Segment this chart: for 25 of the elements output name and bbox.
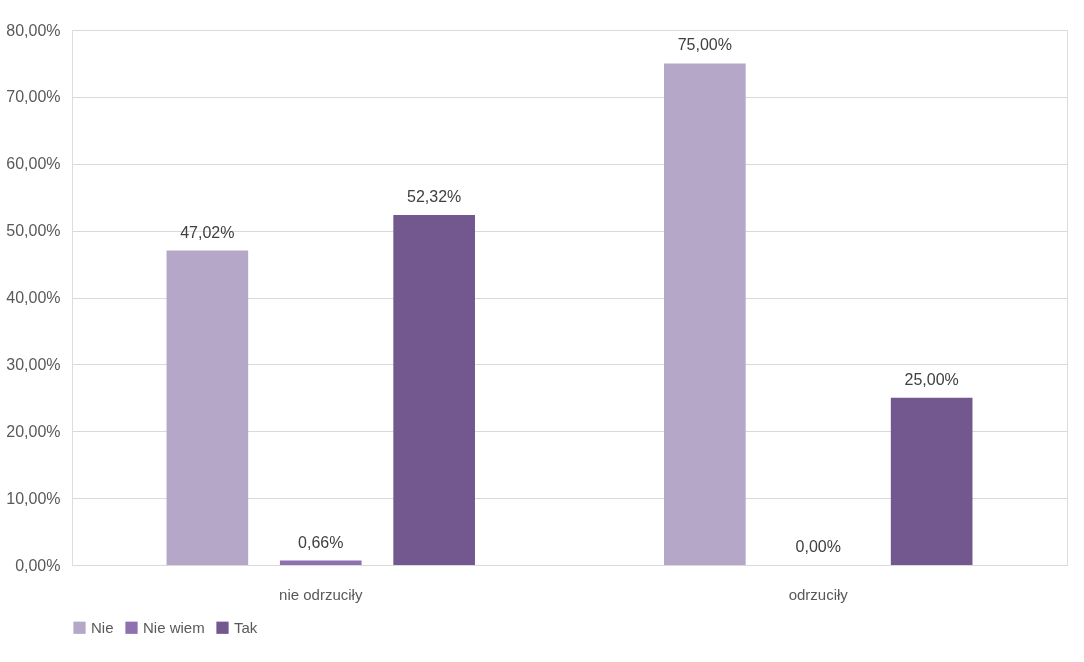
x-tick-label: nie odrzuciły	[279, 585, 363, 603]
y-tick-label: 40,00%	[6, 289, 61, 306]
legend-label: Tak	[234, 618, 258, 636]
y-tick-label: 10,00%	[6, 489, 61, 507]
y-tick-label: 30,00%	[6, 355, 61, 373]
data-label: 0,66%	[298, 533, 344, 551]
bar	[890, 397, 973, 565]
legend-label: Nie wiem	[143, 618, 205, 636]
data-label: 52,32%	[407, 188, 462, 206]
data-label: 75,00%	[677, 36, 732, 54]
x-tick-label: odrzuciły	[788, 585, 849, 603]
bar	[279, 560, 362, 565]
y-tick-label: 70,00%	[6, 88, 61, 106]
y-tick-label: 50,00%	[6, 222, 61, 240]
data-label: 47,02%	[180, 223, 235, 241]
bar	[166, 250, 249, 565]
y-tick-label: 80,00%	[6, 21, 61, 39]
data-label: 0,00%	[795, 538, 841, 555]
y-tick-label: 0,00%	[15, 556, 61, 574]
legend-label: Nie	[91, 618, 114, 636]
bar	[393, 215, 475, 565]
y-tick-label: 20,00%	[6, 422, 61, 440]
y-tick-label: 60,00%	[6, 155, 61, 173]
data-label: 25,00%	[904, 370, 959, 388]
bar	[664, 63, 746, 565]
